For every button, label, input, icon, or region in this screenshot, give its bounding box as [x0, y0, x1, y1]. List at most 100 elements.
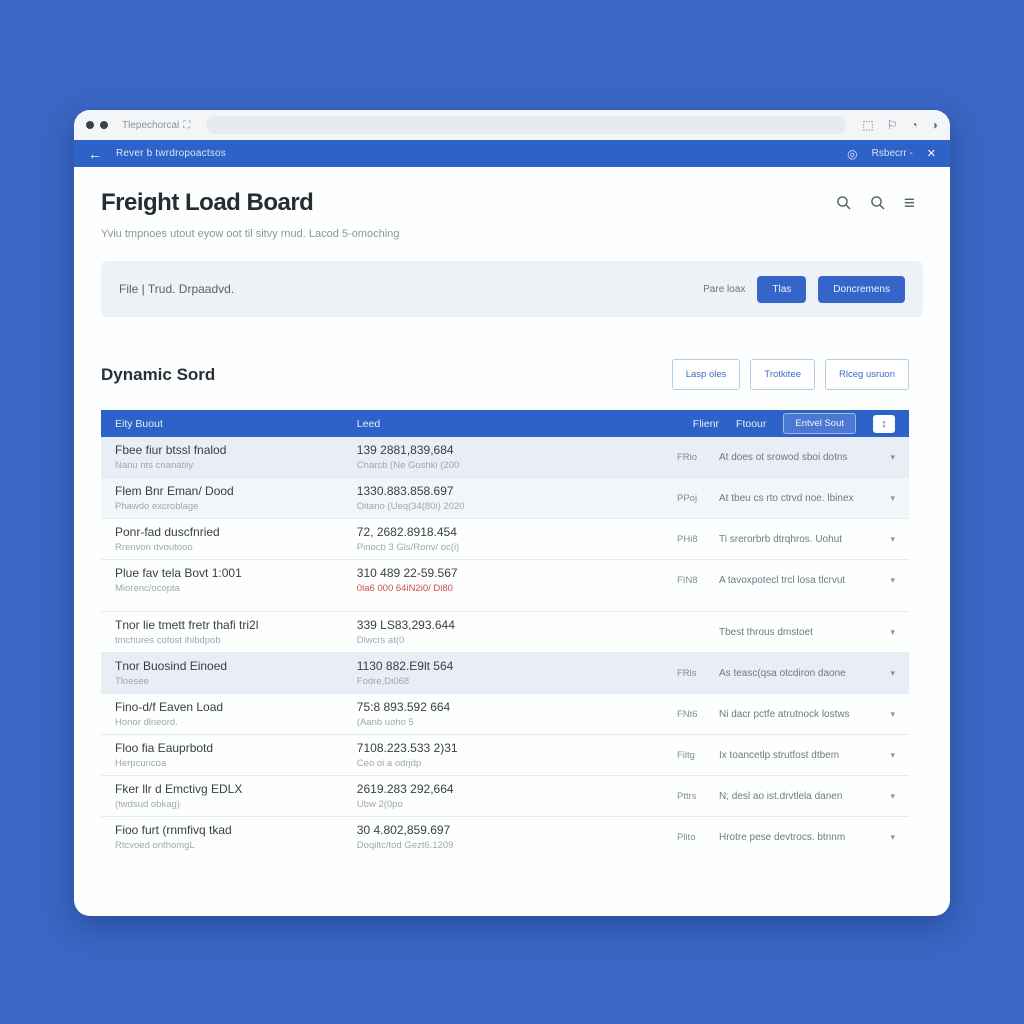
search-icon[interactable] — [870, 195, 886, 211]
chevron-down-icon[interactable]: ▾ — [890, 708, 895, 719]
row-load-value: 1330.883.858.697 — [356, 484, 454, 498]
row-status-text: Ix toancetlp strutfost dtbem — [719, 749, 840, 761]
row-tag-label: FRio — [677, 451, 698, 463]
row-load-subtext: Ubw 2(0po — [356, 799, 403, 810]
account-label[interactable]: Rsbecrr - — [871, 148, 913, 159]
browser-window: Tlepechorcal ⛶ ⬚ ⚐ ◔ ◑ ← Rever b twrdrop… — [74, 110, 950, 916]
extension-icon[interactable]: ⬚ — [862, 118, 874, 132]
row-entity-subtext: Phawdo excroblage — [115, 501, 199, 512]
row-entity-name: Flem Bnr Eman/ Dood — [115, 484, 234, 498]
row-status-text: A tavoxpotecl trcl losa tlcrvut — [719, 574, 846, 586]
browser-chrome: Tlepechorcal ⛶ ⬚ ⚐ ◔ ◑ — [74, 110, 950, 140]
table-row[interactable]: Plue fav tela Bovt 1:001 Miorenc/ocopta … — [101, 559, 909, 600]
row-status-text: N; desl ao ist.drvtlela danen — [719, 790, 843, 802]
filter-bar: File | Trud. Drpaadvd. Pare loax Tlas Do… — [101, 261, 923, 317]
row-status-text: Hrotre pese devtrocs. btnnm — [719, 831, 846, 843]
row-entity-name: Fker llr d Emctivg EDLX — [115, 782, 243, 796]
entry-sort-button[interactable]: Entvel Sout — [783, 413, 856, 434]
row-entity-subtext: tmchures cofost ihibdpob — [115, 635, 221, 646]
col-header-load[interactable]: Leed — [356, 417, 381, 430]
row-entity-subtext: Miorenc/ocopta — [115, 583, 180, 594]
page-content: Freight Load Board ≡ Yviu tmpnoes utout … — [74, 167, 950, 916]
row-load-value: 7108.223.533 2)31 — [356, 741, 458, 755]
row-load-value: 75:8 893.592 664 — [356, 700, 451, 714]
close-icon[interactable]: ✕ — [926, 148, 936, 160]
row-entity-name: Fbee fiur btssl fnalod — [115, 443, 227, 457]
col-header-float[interactable]: Ftoour — [736, 417, 767, 430]
chevron-down-icon[interactable]: ▾ — [890, 451, 895, 462]
row-entity-subtext: Nanu nts cnanatiiy — [115, 460, 194, 471]
sort-toggle-icon[interactable]: ↕ — [873, 414, 895, 433]
row-entity-name: Ponr-fad duscfnried — [115, 525, 220, 539]
clock-icon[interactable]: ◔ — [910, 118, 918, 132]
search-icon[interactable] — [836, 195, 852, 211]
row-load-value: 30 4.802,859.697 — [356, 823, 451, 837]
table-header: Eity Buout Leed Flienr Ftoour Entvel Sou… — [101, 410, 909, 437]
chevron-down-icon[interactable]: ▾ — [890, 533, 895, 544]
section-button-3[interactable]: Rlceg usruon — [825, 359, 909, 390]
row-status-text: Tbest throus dmstoet — [719, 626, 813, 638]
col-header-entity[interactable]: Eity Buout — [115, 417, 163, 430]
menu-icon[interactable]: ≡ — [903, 192, 915, 214]
table-row[interactable]: Flem Bnr Eman/ Dood Phawdo excroblage 13… — [101, 477, 909, 518]
row-tag-label: FNt6 — [677, 708, 698, 720]
row-load-value: 2619.283 292,664 — [356, 782, 454, 796]
row-load-value: 339 LS83,293.644 — [356, 618, 455, 632]
row-status-text: At does ot srowod sboi dotns — [719, 451, 848, 463]
section-button-2[interactable]: Trotkitee — [750, 359, 816, 390]
browser-tab[interactable]: Tlepechorcal — [122, 119, 180, 131]
address-bar[interactable] — [206, 116, 847, 134]
filter-summary-text: File | Trud. Drpaadvd. — [119, 282, 235, 296]
row-load-value: 139 2881,839,684 — [356, 443, 454, 457]
row-status-text: At tbeu cs rto ctrvd noe. lbinex — [719, 492, 854, 504]
tab-favicon-icon: ⛶ — [183, 119, 191, 131]
row-entity-subtext: (twdsud obkag) — [115, 799, 180, 810]
row-entity-name: Fino-d/f Eaven Load — [115, 700, 224, 714]
chevron-down-icon[interactable]: ▾ — [890, 790, 895, 801]
filter-button-2[interactable]: Doncremens — [818, 275, 905, 303]
row-tag-label: PPoj — [677, 492, 698, 504]
row-tag-label: Plito — [677, 831, 696, 843]
row-load-subtext: Charcb (Ne Goshki (200 — [356, 460, 460, 471]
row-entity-name: Fioo furt (rnmfivq tkad — [115, 823, 232, 837]
table-row[interactable]: Fioo furt (rnmfivq tkad Rtcvoed onthomgL… — [101, 816, 909, 857]
table-row[interactable]: Ponr-fad duscfnried Rrenvon dvoutooo 72,… — [101, 518, 909, 559]
chevron-down-icon[interactable]: ▾ — [890, 492, 895, 503]
chevron-down-icon[interactable]: ▾ — [890, 667, 895, 678]
table-row[interactable]: Fker llr d Emctivg EDLX (twdsud obkag) 2… — [101, 775, 909, 816]
row-load-value: 72, 2682.8918.454 — [356, 525, 457, 539]
row-entity-subtext: Tloesee — [115, 676, 149, 687]
row-load-subtext: (Aanb uoho 5 — [356, 717, 414, 728]
row-entity-name: Plue fav tela Bovt 1:001 — [115, 566, 242, 580]
table-row[interactable]: Fino-d/f Eaven Load Honor dlneord. 75:8 … — [101, 693, 909, 734]
row-entity-subtext: Honor dlneord. — [115, 717, 178, 728]
chevron-down-icon[interactable]: ▾ — [890, 626, 895, 637]
table-body: Fbee fiur btssl fnalod Nanu nts cnanatii… — [101, 437, 909, 857]
appbar-title: Rever b twrdropoactsos — [116, 148, 227, 159]
table-row[interactable]: Floo fia Eauprbotd Herpcuncoa 7108.223.5… — [101, 734, 909, 775]
row-load-subtext: Fodre,Di068 — [356, 676, 410, 687]
filter-button-1[interactable]: Tlas — [757, 275, 807, 303]
chevron-down-icon[interactable]: ▾ — [890, 831, 895, 842]
window-control-dot[interactable] — [100, 121, 108, 129]
account-icon[interactable]: ◎ — [847, 146, 858, 161]
row-entity-subtext: Rtcvoed onthomgL — [115, 840, 195, 851]
row-entity-name: Floo fia Eauprbotd — [115, 741, 214, 755]
row-load-value: 1130 882.E9lt 564 — [356, 659, 454, 673]
chevron-down-icon[interactable]: ▾ — [890, 749, 895, 760]
section-button-1[interactable]: Lasp oles — [671, 359, 741, 390]
col-header-filter[interactable]: Flienr — [692, 417, 720, 430]
back-arrow-icon[interactable]: ← — [88, 145, 102, 162]
table-row[interactable]: Fbee fiur btssl fnalod Nanu nts cnanatii… — [101, 437, 909, 477]
row-entity-subtext: Rrenvon dvoutooo — [115, 542, 193, 553]
window-control-dot[interactable] — [86, 121, 94, 129]
loads-table: Eity Buout Leed Flienr Ftoour Entvel Sou… — [101, 410, 909, 857]
flag-icon[interactable]: ⚐ — [886, 118, 898, 132]
row-tag-label: FIN8 — [677, 574, 698, 586]
table-row[interactable]: Tnor Buosind Einoed Tloesee 1130 882.E9l… — [101, 652, 909, 693]
table-row[interactable]: Tnor lie tmett fretr thafi tri2l tmchure… — [101, 611, 909, 652]
globe-icon[interactable]: ◑ — [930, 118, 938, 132]
chevron-down-icon[interactable]: ▾ — [890, 574, 895, 585]
row-load-subtext: Pinocb 3 Gls/Ronv/ oc(i) — [356, 542, 460, 553]
row-tag-label: FRls — [677, 667, 697, 679]
